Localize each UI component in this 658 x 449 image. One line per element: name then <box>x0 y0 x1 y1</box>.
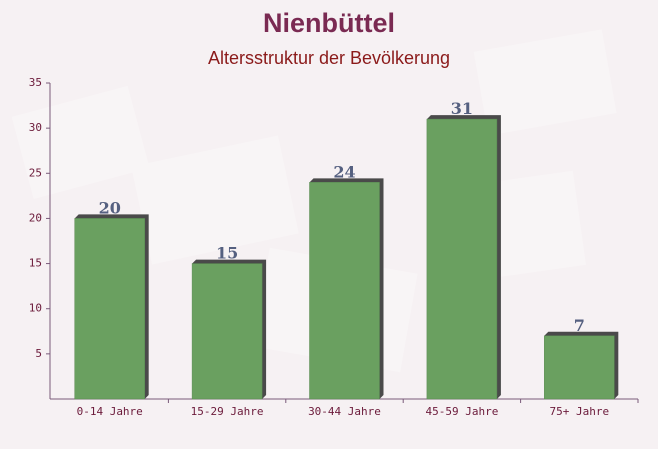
y-tick-label: 30 <box>29 121 42 134</box>
bar <box>74 218 145 400</box>
y-tick-label: 10 <box>29 302 42 315</box>
chart-subtitle: Altersstruktur der Bevölkerung <box>208 48 450 68</box>
y-tick-label: 20 <box>29 211 42 224</box>
value-label: 24 <box>333 162 355 181</box>
bar <box>191 263 263 400</box>
y-tick-label: 15 <box>29 257 42 270</box>
y-tick-label: 35 <box>29 76 42 89</box>
bar <box>309 182 380 400</box>
bar <box>544 335 615 400</box>
value-label: 15 <box>216 244 238 263</box>
bar <box>426 118 498 400</box>
x-tick-label: 30-44 Jahre <box>308 405 381 418</box>
x-tick-label: 15-29 Jahre <box>191 405 264 418</box>
x-tick-label: 75+ Jahre <box>549 405 609 418</box>
chart-title: Nienbüttel <box>263 8 395 38</box>
x-tick-label: 0-14 Jahre <box>77 405 143 418</box>
value-label: 31 <box>451 99 473 118</box>
value-label: 20 <box>99 198 121 217</box>
value-label: 7 <box>574 316 585 335</box>
x-tick-label: 45-59 Jahre <box>425 405 498 418</box>
y-tick-label: 5 <box>35 347 42 360</box>
y-tick-label: 25 <box>29 166 42 179</box>
